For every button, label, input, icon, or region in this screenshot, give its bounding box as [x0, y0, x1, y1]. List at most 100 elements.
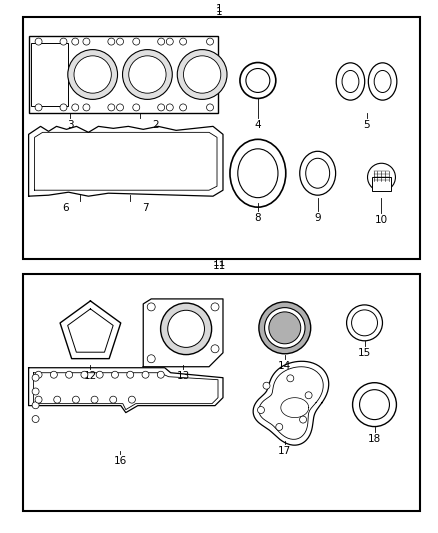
Circle shape	[166, 104, 173, 111]
Circle shape	[123, 50, 172, 99]
Circle shape	[269, 312, 301, 344]
Text: 8: 8	[254, 213, 261, 223]
Text: 1: 1	[215, 4, 223, 14]
Circle shape	[72, 396, 79, 403]
Circle shape	[346, 305, 382, 341]
Ellipse shape	[342, 70, 359, 93]
Polygon shape	[28, 126, 223, 196]
Circle shape	[276, 423, 283, 431]
Circle shape	[127, 371, 134, 378]
Polygon shape	[281, 398, 309, 417]
Circle shape	[111, 371, 118, 378]
Text: 11: 11	[212, 258, 226, 268]
Circle shape	[166, 38, 173, 45]
Circle shape	[32, 374, 39, 381]
Circle shape	[207, 104, 213, 111]
Ellipse shape	[161, 303, 212, 354]
Circle shape	[117, 104, 124, 111]
Circle shape	[352, 310, 378, 336]
Circle shape	[50, 371, 57, 378]
Text: 1: 1	[215, 7, 223, 17]
Text: 6: 6	[62, 203, 69, 213]
Circle shape	[184, 56, 221, 93]
Circle shape	[32, 416, 39, 423]
Circle shape	[258, 407, 265, 414]
Text: 15: 15	[358, 348, 371, 358]
Circle shape	[129, 56, 166, 93]
Circle shape	[265, 308, 305, 348]
Ellipse shape	[230, 139, 286, 207]
Circle shape	[177, 50, 227, 99]
Circle shape	[66, 371, 73, 378]
Circle shape	[108, 38, 115, 45]
Ellipse shape	[368, 63, 397, 100]
Circle shape	[60, 104, 67, 111]
Text: 10: 10	[375, 215, 388, 225]
Circle shape	[32, 402, 39, 409]
Circle shape	[263, 382, 270, 389]
Circle shape	[74, 56, 111, 93]
Circle shape	[35, 104, 42, 111]
Bar	[31, 43, 68, 106]
Text: 18: 18	[368, 433, 381, 443]
Circle shape	[35, 371, 42, 378]
Circle shape	[287, 375, 294, 382]
Polygon shape	[60, 301, 121, 359]
Circle shape	[147, 355, 155, 363]
Circle shape	[35, 396, 42, 403]
Circle shape	[83, 104, 90, 111]
Ellipse shape	[238, 149, 278, 198]
Circle shape	[81, 371, 88, 378]
Circle shape	[68, 50, 117, 99]
Circle shape	[211, 345, 219, 353]
Polygon shape	[28, 368, 223, 413]
Circle shape	[246, 69, 270, 92]
Text: 3: 3	[67, 120, 74, 131]
Circle shape	[240, 62, 276, 99]
Text: 11: 11	[212, 261, 226, 271]
Text: 16: 16	[114, 456, 127, 465]
Circle shape	[72, 38, 79, 45]
Polygon shape	[143, 299, 223, 367]
Text: 17: 17	[278, 446, 291, 456]
Circle shape	[158, 104, 165, 111]
Circle shape	[211, 303, 219, 311]
Circle shape	[117, 38, 124, 45]
Circle shape	[91, 396, 98, 403]
Ellipse shape	[306, 158, 330, 188]
Circle shape	[142, 371, 149, 378]
Circle shape	[72, 104, 79, 111]
Circle shape	[83, 38, 90, 45]
Circle shape	[353, 383, 396, 426]
Bar	[371, 177, 392, 191]
Polygon shape	[253, 361, 329, 445]
Circle shape	[367, 163, 396, 191]
Circle shape	[157, 371, 164, 378]
Circle shape	[54, 396, 61, 403]
Circle shape	[300, 416, 307, 423]
Text: 2: 2	[152, 120, 159, 131]
Bar	[22, 17, 420, 259]
Text: 7: 7	[142, 203, 148, 213]
Bar	[28, 36, 218, 114]
Circle shape	[259, 302, 311, 354]
Ellipse shape	[300, 151, 336, 195]
Text: 9: 9	[314, 213, 321, 223]
Circle shape	[180, 104, 187, 111]
Text: 13: 13	[177, 371, 190, 381]
Circle shape	[96, 371, 103, 378]
Circle shape	[35, 38, 42, 45]
Circle shape	[133, 104, 140, 111]
Circle shape	[305, 392, 312, 399]
Circle shape	[133, 38, 140, 45]
Circle shape	[128, 396, 135, 403]
Ellipse shape	[168, 310, 205, 348]
Ellipse shape	[336, 63, 365, 100]
Circle shape	[108, 104, 115, 111]
Circle shape	[110, 396, 117, 403]
Circle shape	[180, 38, 187, 45]
Circle shape	[32, 388, 39, 395]
Circle shape	[147, 303, 155, 311]
Circle shape	[60, 38, 67, 45]
Bar	[22, 274, 420, 511]
